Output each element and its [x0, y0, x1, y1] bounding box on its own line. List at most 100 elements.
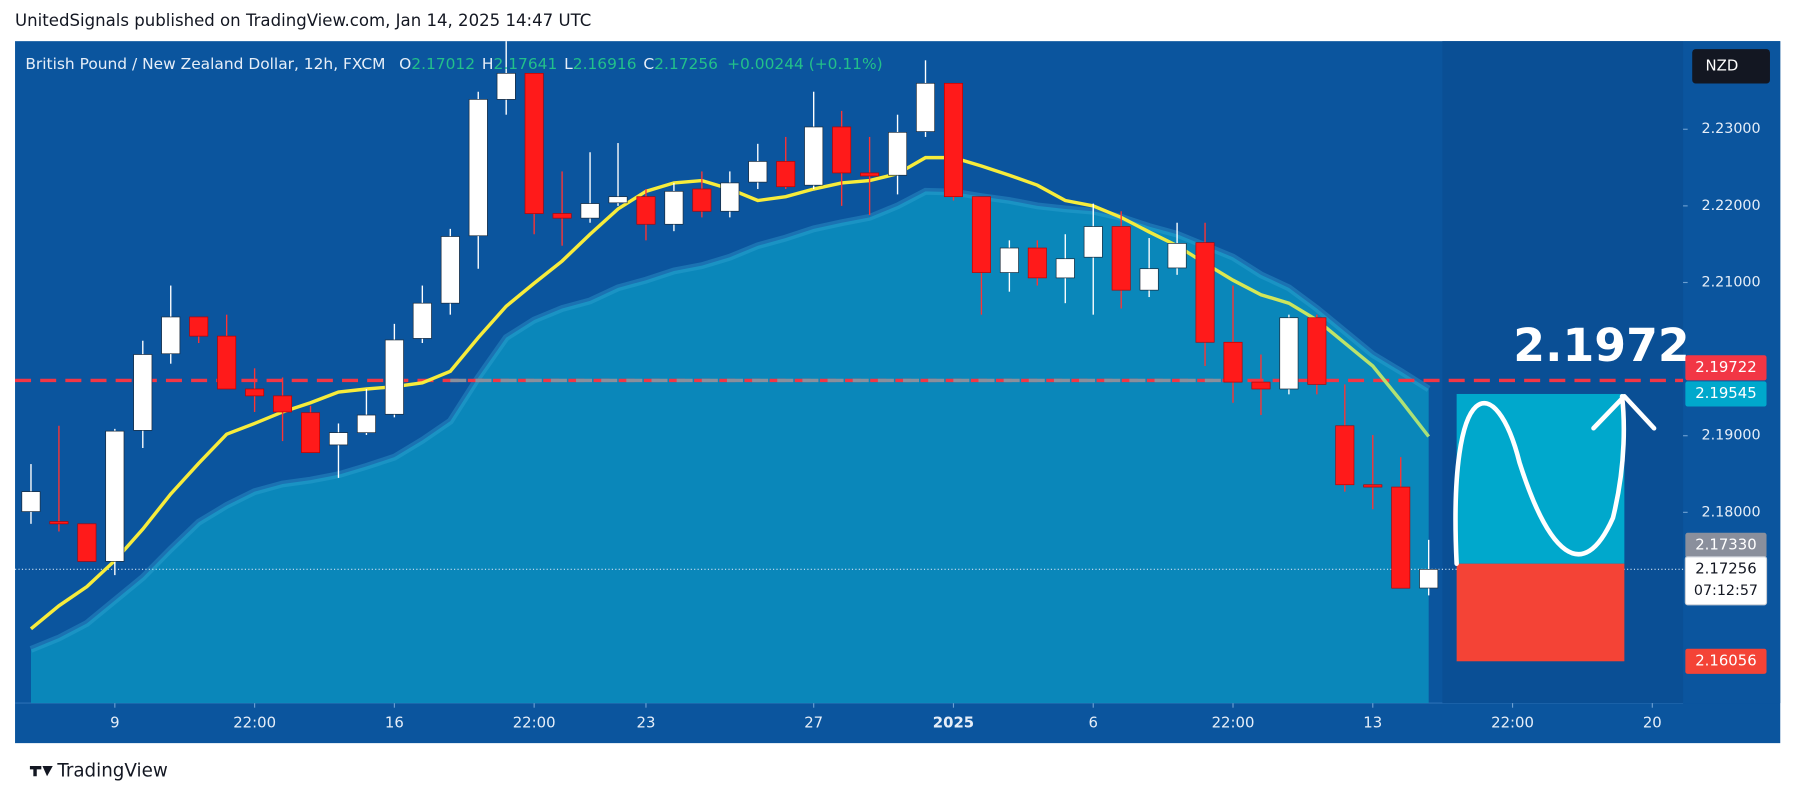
brand: TradingView	[56, 761, 168, 782]
candle-body	[328, 432, 348, 446]
candle-body	[636, 196, 656, 225]
x-tick-label: 9	[110, 714, 119, 732]
entry-label: 2.17330	[1695, 535, 1756, 553]
candle-body	[1223, 341, 1243, 383]
legend-item: C	[643, 55, 654, 73]
byline: UnitedSignals published on TradingView.c…	[15, 11, 591, 30]
legend-item: L	[564, 55, 573, 73]
candle-body	[49, 521, 69, 525]
candle-body	[888, 131, 908, 176]
candle-body	[356, 414, 376, 434]
candle-body	[580, 203, 600, 219]
band-area	[30, 191, 1429, 704]
candle-body	[301, 412, 321, 453]
stop-label-bg	[1685, 648, 1767, 674]
candle-body	[105, 430, 125, 562]
candle-body	[1391, 486, 1411, 589]
legend-item: 2.17641	[494, 55, 558, 73]
candle-body	[804, 126, 824, 186]
candle-body	[943, 82, 963, 198]
candle-body	[1195, 242, 1215, 343]
candle-body	[273, 395, 293, 413]
candle-body	[1083, 226, 1103, 258]
candle-body	[161, 316, 181, 355]
y-tick-label: 2.22000	[1702, 198, 1761, 214]
x-tick-label: 6	[1088, 714, 1097, 732]
x-tick-label: 20	[1643, 714, 1662, 732]
brand-logo	[29, 765, 53, 777]
last-price-bg	[1684, 556, 1768, 606]
candle-body	[720, 182, 740, 212]
x-tick-label: 13	[1363, 714, 1382, 732]
position-loss	[1456, 563, 1625, 662]
candle-body	[189, 316, 209, 337]
drawn-arrowhead	[1591, 393, 1657, 431]
price-line-label: 2.19722	[1695, 358, 1756, 376]
candle-body	[999, 247, 1019, 273]
legend: British Pound / New Zealand Dollar, 12h,…	[25, 55, 882, 73]
candle-body	[832, 126, 852, 174]
candle-body	[552, 213, 572, 219]
candle-body	[1363, 484, 1383, 488]
candle-body	[776, 161, 796, 188]
x-tick-label: 16	[385, 714, 404, 732]
candle-body	[1251, 381, 1271, 390]
y-tick-label: 2.21000	[1702, 274, 1761, 290]
legend-item: H	[482, 55, 494, 73]
candle-body	[860, 172, 880, 177]
candle-body	[133, 354, 153, 431]
x-tick-label: 23	[637, 714, 656, 732]
x-tick-label: 22:00	[1491, 714, 1534, 732]
stop-label: 2.16056	[1695, 651, 1756, 669]
price-line-label-bg	[1685, 355, 1767, 381]
x-tick-label: 22:00	[1212, 714, 1255, 732]
y-tick-label: 2.18000	[1702, 504, 1761, 520]
candle-body	[608, 196, 628, 204]
candle-body	[440, 236, 460, 304]
entry-label-bg	[1685, 532, 1767, 558]
candle-body	[468, 99, 488, 237]
candle-body	[77, 523, 97, 562]
x-tick-label: 22:00	[233, 714, 276, 732]
band-edge	[29, 187, 1431, 653]
target-label: 2.19545	[1695, 384, 1756, 402]
countdown: 07:12:57	[1694, 583, 1758, 599]
legend-item: 2.16916	[573, 55, 637, 73]
candle-body	[21, 491, 41, 512]
candle-body	[1419, 568, 1439, 589]
y-tick-label: 2.23000	[1702, 121, 1761, 137]
target-label-bg	[1685, 381, 1767, 407]
x-tick-label: 22:00	[513, 714, 556, 732]
y-tick-label: 2.19000	[1702, 428, 1761, 444]
candle-body	[1307, 317, 1327, 385]
candle-body	[245, 388, 265, 397]
legend-item: O	[399, 55, 411, 73]
legend-item: +0.00244 (+0.11%)	[727, 55, 883, 73]
currency-label: NZD	[1706, 56, 1739, 74]
last-price-label: 2.17256	[1695, 559, 1756, 577]
candle-body	[1055, 258, 1075, 279]
x-tick-label: 27	[804, 714, 823, 732]
legend-item: 2.17256	[654, 55, 718, 73]
drawn-curve	[1453, 393, 1627, 566]
currency-badge	[1692, 49, 1770, 84]
candle-body	[1167, 243, 1187, 269]
annotation: 2.1972	[1513, 319, 1689, 372]
candle-body	[748, 161, 768, 183]
candle-body	[1279, 317, 1299, 390]
x-tick-label: 2025	[933, 714, 974, 732]
candle-body	[496, 72, 516, 100]
candle-body	[971, 196, 991, 273]
candle-body	[1335, 425, 1355, 486]
candle-body	[692, 188, 712, 212]
candle-body	[524, 72, 544, 214]
candle-body	[1027, 247, 1047, 279]
candle-body	[916, 82, 935, 132]
legend-item: 2.17012	[411, 55, 475, 73]
candle-body	[664, 190, 684, 225]
legend-item: British Pound / New Zealand Dollar, 12h,…	[25, 55, 385, 73]
candle-body	[1111, 226, 1131, 291]
candle-body	[384, 339, 404, 415]
